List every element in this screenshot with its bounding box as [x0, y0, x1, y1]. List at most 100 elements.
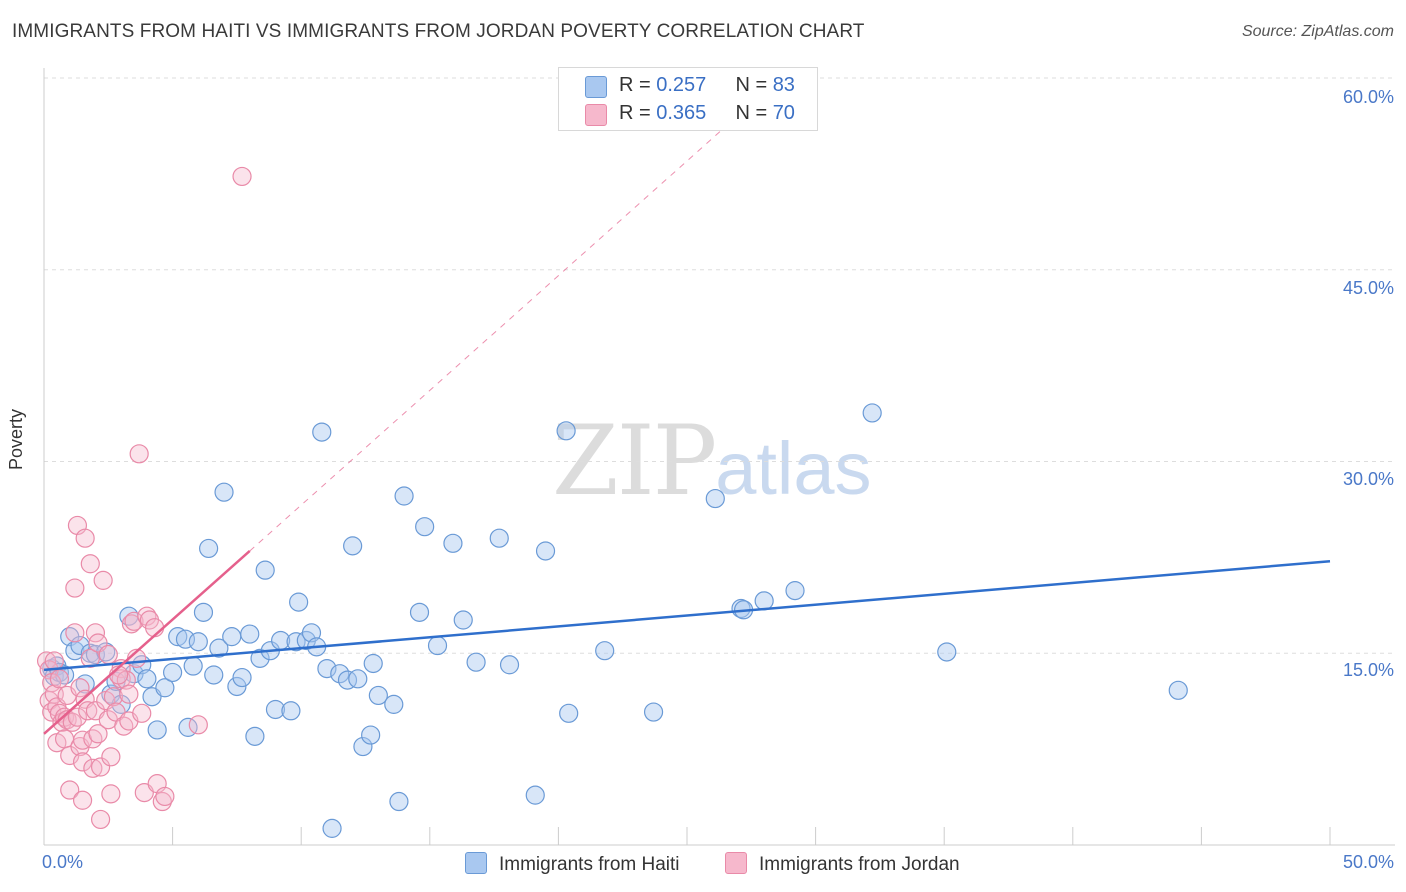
- point-haiti-80: [754, 591, 774, 611]
- point-jordan-54: [121, 614, 142, 634]
- point-jordan-17: [60, 780, 80, 800]
- point-haiti-67: [453, 610, 473, 630]
- y-axis-label: Poverty: [6, 408, 26, 470]
- point-jordan-33: [83, 758, 103, 778]
- point-haiti-59: [368, 685, 388, 706]
- point-haiti-34: [227, 676, 247, 697]
- point-haiti-21: [155, 678, 175, 698]
- watermark-atlas: atlas: [715, 427, 872, 510]
- point-haiti-49: [312, 422, 332, 442]
- point-jordan-31: [80, 648, 100, 668]
- point-jordan-66: [188, 715, 208, 735]
- point-haiti-22: [163, 662, 183, 683]
- point-haiti-68: [466, 652, 486, 672]
- point-haiti-23: [168, 627, 188, 647]
- point-haiti-64: [415, 517, 435, 537]
- x-tick-label-max: 50.0%: [1342, 852, 1394, 872]
- point-haiti-61: [389, 791, 409, 812]
- legend-n-label-haiti: N =: [735, 74, 773, 96]
- point-haiti-77: [705, 488, 725, 509]
- trendline-jordan: [43, 550, 251, 735]
- point-haiti-29: [199, 538, 219, 559]
- point-haiti-53: [337, 670, 358, 690]
- point-jordan-32: [83, 729, 103, 749]
- point-jordan-22: [67, 707, 88, 727]
- point-jordan-37: [88, 724, 108, 744]
- bottom-legend-label-jordan: Immigrants from Jordan: [759, 854, 960, 875]
- stats-legend: R = 0.257 N = 83 R = 0.365 N = 70: [558, 67, 818, 131]
- point-jordan-24: [70, 678, 90, 698]
- point-jordan-20: [65, 623, 85, 643]
- point-jordan-67: [232, 166, 252, 187]
- legend-n-label-jordan: N =: [735, 102, 773, 124]
- point-haiti-30: [204, 665, 224, 685]
- point-jordan-19: [65, 578, 85, 598]
- point-haiti-74: [559, 703, 579, 723]
- point-haiti-73: [556, 421, 576, 441]
- point-jordan-68: [72, 790, 93, 810]
- point-haiti-36: [240, 624, 260, 644]
- point-jordan-38: [90, 809, 111, 830]
- point-haiti-84: [1168, 680, 1188, 700]
- point-haiti-69: [489, 528, 509, 548]
- trendline-jordan-extension: [249, 126, 726, 552]
- point-haiti-55: [348, 669, 368, 689]
- legend-r-value-haiti: 0.257: [656, 74, 707, 96]
- point-jordan-11: [52, 712, 72, 732]
- point-haiti-50: [317, 658, 337, 679]
- point-haiti-81: [785, 581, 805, 601]
- point-haiti-51: [322, 818, 342, 838]
- point-haiti-18: [137, 669, 157, 689]
- legend-swatch-jordan: [585, 104, 607, 126]
- point-jordan-39: [90, 757, 111, 777]
- point-jordan-45: [101, 747, 121, 767]
- y-tick-label-45: 45.0%: [1342, 278, 1394, 298]
- point-jordan-50: [114, 716, 134, 736]
- point-haiti-62: [394, 486, 414, 506]
- point-jordan-64: [152, 791, 172, 812]
- point-haiti-8: [75, 674, 95, 694]
- point-jordan-40: [93, 570, 113, 590]
- point-jordan-55: [124, 611, 144, 631]
- point-haiti-83: [937, 642, 957, 662]
- point-haiti-38: [250, 648, 270, 668]
- point-haiti-60: [384, 694, 404, 714]
- point-haiti-32: [214, 482, 234, 502]
- point-haiti-66: [443, 533, 463, 553]
- bottom-legend-label-haiti: Immigrants from Haiti: [499, 854, 680, 875]
- point-haiti-75: [595, 641, 615, 661]
- legend-n-value-haiti: 83: [772, 74, 795, 96]
- points-haiti: [42, 403, 1188, 838]
- point-jordan-27: [75, 528, 95, 548]
- point-haiti-43: [281, 701, 301, 721]
- point-haiti-70: [499, 655, 520, 675]
- point-haiti-41: [265, 699, 286, 720]
- point-haiti-33: [222, 627, 242, 647]
- point-jordan-30: [80, 554, 100, 574]
- point-haiti-44: [286, 632, 306, 652]
- point-haiti-39: [255, 560, 275, 580]
- point-haiti-28: [193, 602, 214, 622]
- point-haiti-52: [330, 664, 350, 684]
- point-jordan-18: [62, 712, 82, 732]
- y-tick-label-15: 15.0%: [1342, 660, 1394, 680]
- legend-r-label-jordan: R =: [619, 102, 657, 124]
- point-haiti-82: [862, 403, 882, 423]
- trendline-haiti-group: [43, 559, 1331, 672]
- y-tick-label-30: 30.0%: [1342, 469, 1394, 489]
- point-haiti-20: [147, 720, 167, 740]
- point-haiti-58: [363, 653, 383, 674]
- legend-swatch-haiti: [585, 76, 607, 98]
- zipatlas-watermark: ZIPatlas: [552, 405, 872, 517]
- y-tick-label-60: 60.0%: [1342, 87, 1394, 107]
- point-jordan-52: [119, 684, 139, 704]
- legend-n-value-jordan: 70: [772, 102, 795, 124]
- point-haiti-63: [409, 602, 430, 622]
- legend-r-value-jordan: 0.365: [656, 102, 707, 124]
- chart-title: IMMIGRANTS FROM HAITI VS IMMIGRANTS FROM…: [12, 21, 865, 42]
- point-jordan-42: [98, 644, 118, 665]
- point-haiti-56: [353, 736, 373, 757]
- point-jordan-9: [49, 669, 70, 689]
- point-haiti-31: [209, 638, 229, 658]
- point-jordan-58: [132, 703, 152, 723]
